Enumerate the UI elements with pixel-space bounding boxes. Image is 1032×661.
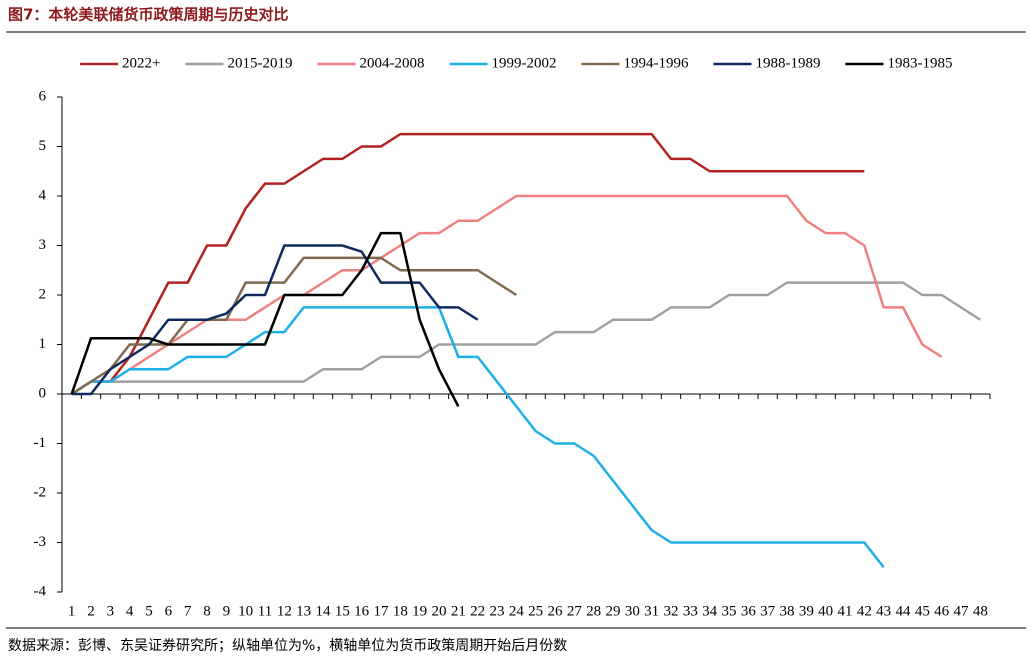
- x-tick-label: 43: [876, 603, 891, 619]
- x-tick-label: 13: [296, 603, 311, 619]
- y-tick-label: 1: [39, 336, 47, 352]
- series-line: [70, 194, 943, 396]
- x-tick-label: 11: [258, 603, 272, 619]
- y-tick-label: -1: [34, 435, 47, 451]
- x-tick-label: 9: [223, 603, 231, 619]
- y-tick-label: 5: [39, 138, 47, 154]
- x-tick-label: 20: [432, 603, 447, 619]
- x-tick-label: 17: [374, 603, 390, 619]
- x-tick-label: 31: [644, 603, 659, 619]
- x-tick-label: 41: [838, 603, 853, 619]
- x-tick-label: 35: [722, 603, 737, 619]
- x-tick-label: 15: [335, 603, 350, 619]
- x-tick-label: 6: [165, 603, 173, 619]
- x-tick-label: 22: [470, 603, 485, 619]
- x-tick-label: 8: [203, 603, 211, 619]
- x-tick-label: 23: [490, 603, 505, 619]
- legend-label: 1999-2002: [491, 55, 556, 71]
- x-tick-label: 33: [683, 603, 698, 619]
- series-line: [71, 244, 479, 396]
- series-line: [70, 256, 518, 396]
- x-tick-label: 47: [954, 603, 970, 619]
- x-tick-label: 25: [528, 603, 543, 619]
- x-tick-label: 7: [184, 603, 192, 619]
- x-tick-label: 28: [586, 603, 601, 619]
- x-tick-label: 2: [87, 603, 95, 619]
- y-tick-label: 3: [39, 237, 47, 253]
- x-tick-label: 10: [238, 603, 253, 619]
- y-tick-label: -4: [34, 583, 47, 599]
- x-tick-label: 34: [702, 603, 718, 619]
- source-note: 数据来源：彭博、东吴证券研究所；纵轴单位为%，横轴单位为货币政策周期开始后月份数: [8, 637, 567, 654]
- series-line: [70, 132, 865, 396]
- legend-label: 1988-1989: [755, 55, 820, 71]
- x-tick-label: 16: [354, 603, 370, 619]
- x-tick-label: 3: [107, 603, 115, 619]
- legend-label: 2004-2008: [359, 55, 424, 71]
- y-tick-label: -2: [34, 484, 47, 500]
- x-tick-label: 5: [145, 603, 153, 619]
- legend-label: 2022+: [122, 55, 160, 71]
- legend-label: 1983-1985: [887, 55, 952, 71]
- legend-label: 1994-1996: [623, 55, 688, 71]
- x-tick-label: 42: [857, 603, 872, 619]
- x-tick-label: 19: [412, 603, 427, 619]
- chart-title: 图7：本轮美联储货币政策周期与历史对比: [8, 6, 288, 24]
- x-tick-label: 14: [316, 603, 332, 619]
- y-tick-label: 0: [39, 385, 47, 401]
- x-tick-label: 48: [973, 603, 988, 619]
- y-tick-label: 6: [39, 88, 47, 104]
- x-tick-label: 36: [741, 603, 757, 619]
- x-tick-label: 26: [548, 603, 564, 619]
- x-tick-label: 4: [126, 603, 134, 619]
- x-tick-label: 39: [799, 603, 814, 619]
- x-tick-label: 29: [606, 603, 621, 619]
- x-tick-label: 1: [68, 603, 76, 619]
- series-line: [70, 231, 460, 407]
- x-tick-label: 38: [780, 603, 795, 619]
- x-tick-label: 30: [625, 603, 640, 619]
- series-line: [70, 281, 982, 396]
- x-tick-label: 46: [934, 603, 950, 619]
- x-tick-label: 12: [277, 603, 292, 619]
- x-tick-label: 32: [664, 603, 679, 619]
- x-tick-label: 40: [818, 603, 833, 619]
- x-tick-label: 18: [393, 603, 408, 619]
- x-tick-label: 21: [451, 603, 466, 619]
- y-tick-label: 2: [39, 286, 47, 302]
- series-line: [70, 306, 885, 569]
- legend-label: 2015-2019: [227, 55, 292, 71]
- x-tick-label: 27: [567, 603, 583, 619]
- y-tick-label: -3: [34, 534, 47, 550]
- x-tick-label: 24: [509, 603, 525, 619]
- y-tick-label: 4: [39, 187, 47, 203]
- x-tick-label: 45: [915, 603, 930, 619]
- x-tick-label: 44: [896, 603, 912, 619]
- x-tick-label: 37: [760, 603, 776, 619]
